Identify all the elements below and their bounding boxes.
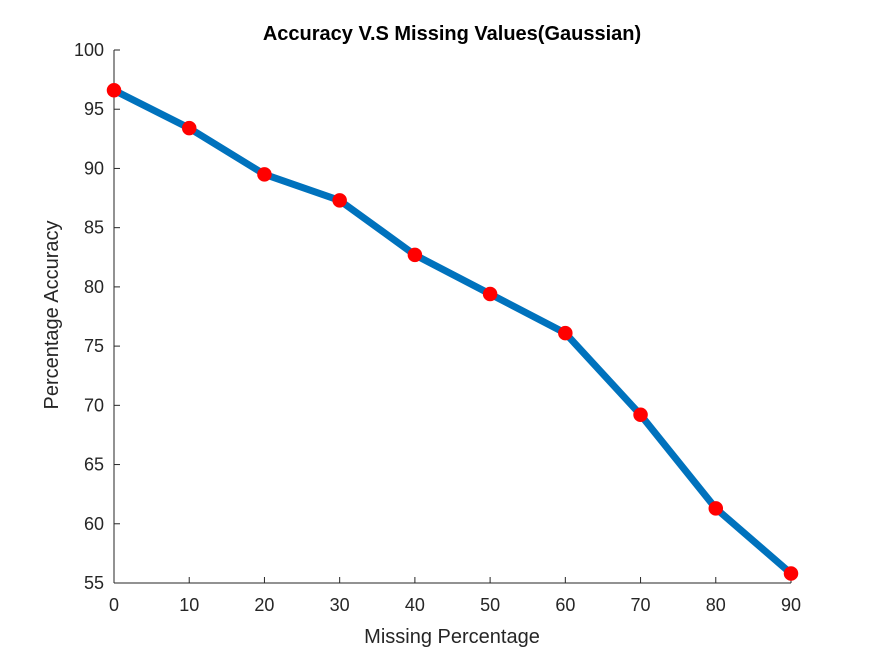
y-tick-label: 65 (84, 455, 104, 475)
x-tick-label: 50 (480, 595, 500, 615)
axes: 0 10 20 30 40 50 60 70 80 90 55 60 65 70 75 80 85 90 95 100 (74, 40, 801, 615)
y-tick-label: 80 (84, 277, 104, 297)
data-point (558, 325, 573, 341)
data-point (482, 286, 498, 302)
x-tick-label: 0 (109, 595, 119, 615)
y-axis-label: Percentage Accuracy (41, 221, 63, 410)
data-point (407, 247, 423, 263)
data-point (181, 120, 197, 136)
y-tick-label: 90 (84, 158, 104, 178)
plot-area (106, 83, 799, 581)
x-tick-label: 80 (706, 595, 726, 615)
series-line (110, 86, 795, 578)
data-point (332, 193, 347, 208)
x-tick-label: 20 (254, 595, 274, 615)
y-tick-label: 95 (84, 99, 104, 119)
y-tick-label: 75 (84, 336, 104, 356)
x-tick-label: 30 (330, 595, 350, 615)
y-tick-label: 100 (74, 40, 104, 60)
data-point (708, 501, 724, 516)
x-axis-label: Missing Percentage (364, 626, 540, 648)
x-tick-label: 70 (631, 595, 651, 615)
y-tick-label: 85 (84, 218, 104, 238)
x-tick-label: 10 (179, 595, 199, 615)
chart-title: Accuracy V.S Missing Values(Gaussian) (263, 23, 641, 45)
y-tick-label: 60 (84, 514, 104, 534)
data-point (633, 407, 648, 423)
y-tick-label: 70 (84, 395, 104, 415)
data-point (783, 566, 799, 581)
x-tick-label: 90 (781, 595, 801, 615)
x-tick-label: 60 (555, 595, 575, 615)
data-point (106, 83, 122, 98)
x-tick-label: 40 (405, 595, 425, 615)
data-point (257, 167, 272, 182)
y-tick-label: 55 (84, 573, 104, 593)
